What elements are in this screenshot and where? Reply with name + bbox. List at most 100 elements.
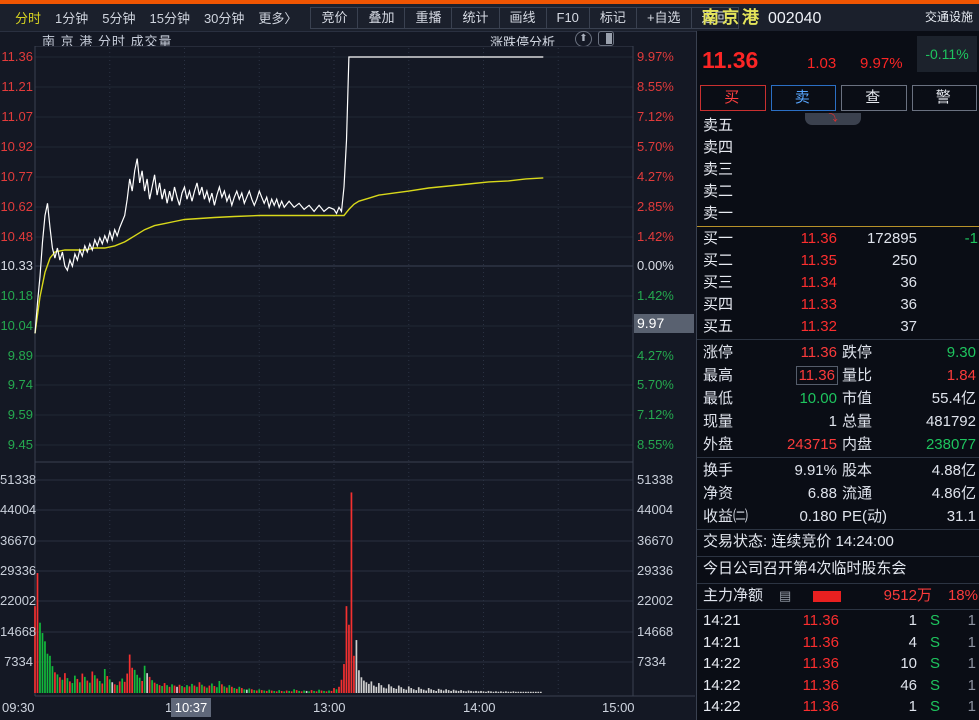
news-ticker[interactable]: 今日公司召开第4次临时股东会 xyxy=(703,560,907,577)
sell-level[interactable]: 卖四 xyxy=(697,137,979,159)
trade-count: 1 xyxy=(967,676,976,694)
period-tab-更多〉[interactable]: 更多〉 xyxy=(258,11,298,26)
stat-value-text: 11.36 xyxy=(795,366,839,385)
stat-label: 量比 xyxy=(842,367,873,384)
stat-value: 9.30 xyxy=(946,344,976,361)
toolbar-button-画线[interactable]: 画线 xyxy=(498,6,546,29)
stat-row: 净资 6.88 流通 4.86亿 xyxy=(697,482,979,505)
trade-count: 1 xyxy=(967,698,976,715)
stat-label: 现量 xyxy=(703,413,734,430)
period-tab-30分钟[interactable]: 30分钟 xyxy=(203,11,245,26)
buy-level-extra: -1 xyxy=(964,230,978,247)
toolbar-button-F10[interactable]: F10 xyxy=(545,6,589,29)
price-change-pct: 9.97% xyxy=(860,55,903,72)
buy-level-label: 买三 xyxy=(703,274,734,291)
stat-label: 净资 xyxy=(703,485,734,502)
period-tab-1分钟[interactable]: 1分钟 xyxy=(55,11,89,26)
trade-row: 14:21 11.36 1 S 1 xyxy=(697,610,979,632)
price-tick-left: 10.04 xyxy=(0,318,33,333)
alert-button[interactable]: 警 xyxy=(911,85,977,111)
sell-level[interactable]: 卖一 xyxy=(697,203,979,225)
expand-up-icon[interactable]: ⬆ xyxy=(575,31,592,47)
buy-button[interactable]: 买 xyxy=(700,85,766,111)
trade-volume: 4 xyxy=(908,633,917,651)
trade-volume: 46 xyxy=(900,676,917,694)
main-flow-value: 9512万 xyxy=(883,587,932,604)
vol-tick-right: 7334 xyxy=(637,654,666,669)
toolbar-button-竞价[interactable]: 竞价 xyxy=(310,6,358,29)
industry-change-badge: -0.11% xyxy=(917,36,977,72)
period-tabs: 分时 1分钟 5分钟 15分钟 30分钟 更多〉 xyxy=(0,8,304,27)
stat-value: 1 xyxy=(743,410,837,433)
stat-label: 最低 xyxy=(703,390,734,407)
toolbar-button-标记[interactable]: 标记 xyxy=(588,6,636,29)
vol-tick-right: 36670 xyxy=(637,533,674,548)
toolbar-button-+自选[interactable]: +自选 xyxy=(635,6,691,29)
sell-level[interactable]: 卖二 xyxy=(697,181,979,203)
pct-tick-right: 2.85% xyxy=(637,199,674,214)
toolbar-button-统计[interactable]: 统计 xyxy=(451,6,499,29)
pct-tick-right: 7.12% xyxy=(637,407,674,422)
main-flow-row[interactable]: 主力净额 ▤ 9512万 18% xyxy=(697,584,979,608)
stat-value-text: 10.00 xyxy=(799,390,837,407)
buy-level-volume: 37 xyxy=(900,318,917,335)
vol-tick-right: 51338 xyxy=(637,472,674,487)
stat-row: 最高 11.36 量比 1.84 xyxy=(697,364,979,387)
stat-label: 市值 xyxy=(842,390,873,407)
stat-label: PE(动) xyxy=(842,508,888,525)
trade-volume: 1 xyxy=(908,612,917,629)
trade-ticks-list[interactable]: 14:21 11.36 1 S 1 14:21 11.36 4 S 1 14:22 11.36 10 S 1… xyxy=(697,610,979,720)
stat-label: 总量 xyxy=(842,413,873,430)
buy-level[interactable]: 买一 11.36 172895 -1 xyxy=(697,228,979,250)
buy-level-label: 买五 xyxy=(703,318,734,335)
chart-title: 南 京 港 分时 成交量 xyxy=(42,34,173,49)
pct-tick-right: 8.55% xyxy=(637,437,674,452)
stat-value: 4.88亿 xyxy=(931,462,976,479)
toolbar-button-叠加[interactable]: 叠加 xyxy=(357,6,405,29)
buy-level-price: 11.35 xyxy=(800,252,837,269)
stat-value: 6.88 xyxy=(743,482,837,505)
main-flow-pct: 18% xyxy=(947,587,978,604)
collapse-book-tab[interactable]: ⤵ xyxy=(805,113,861,125)
sell-level[interactable]: 卖三 xyxy=(697,159,979,181)
trade-time: 14:21 xyxy=(703,633,741,651)
buy-level[interactable]: 买四 11.33 36 xyxy=(697,294,979,316)
sell-level-label: 卖二 xyxy=(703,183,734,200)
sell-level[interactable]: 卖五 xyxy=(697,115,979,137)
sell-level-label: 卖四 xyxy=(703,139,734,156)
intraday-chart[interactable] xyxy=(0,46,695,720)
toolbar-button-返回[interactable]: 返回 xyxy=(690,6,739,29)
query-button[interactable]: 查 xyxy=(841,85,907,111)
buy-level[interactable]: 买三 11.34 36 xyxy=(697,272,979,294)
price-tick-left: 10.33 xyxy=(0,258,33,273)
stat-label: 跌停 xyxy=(842,344,873,361)
chart-area: 南 京 港 分时 成交量 涨跌停分析 ⬆ 11.36 11.21 11.07 10.9… xyxy=(0,31,695,720)
stat-row: 收益㈡ 0.180 PE(动) 31.1 xyxy=(697,505,979,528)
stat-label: 收益㈡ xyxy=(703,508,749,525)
vol-tick-left: 51338 xyxy=(0,472,37,487)
period-tab-5分钟[interactable]: 5分钟 xyxy=(102,11,136,26)
trade-price: 11.36 xyxy=(802,676,839,694)
pct-tick-right: 8.55% xyxy=(637,79,674,94)
trade-side: S xyxy=(930,612,941,629)
trade-side: S xyxy=(930,655,941,672)
period-tab-15分钟[interactable]: 15分钟 xyxy=(149,11,190,26)
industry-label[interactable]: 交通设施 xyxy=(924,10,973,24)
main-flow-bar xyxy=(813,591,841,602)
last-price: 11.36 xyxy=(702,47,759,73)
buy-level-volume: 172895 xyxy=(866,230,917,247)
toolbar-button-重播[interactable]: 重播 xyxy=(404,6,452,29)
list-icon[interactable]: ▤ xyxy=(779,588,792,603)
buy-level-price: 11.33 xyxy=(800,296,837,313)
buy-level[interactable]: 买二 11.35 250 xyxy=(697,250,979,272)
stat-value-text: 243715 xyxy=(786,436,837,453)
stat-row: 涨停 11.36 跌停 9.30 xyxy=(697,341,979,364)
stat-value: 243715 xyxy=(743,433,837,456)
price-tick-left: 9.89 xyxy=(7,348,33,363)
period-tab-分时[interactable]: 分时 xyxy=(15,11,42,26)
buy-level[interactable]: 买五 11.32 37 xyxy=(697,316,979,338)
stat-value: 238077 xyxy=(925,436,976,453)
sell-button[interactable]: 卖 xyxy=(770,85,836,111)
panel-toggle-icon[interactable] xyxy=(598,31,614,46)
